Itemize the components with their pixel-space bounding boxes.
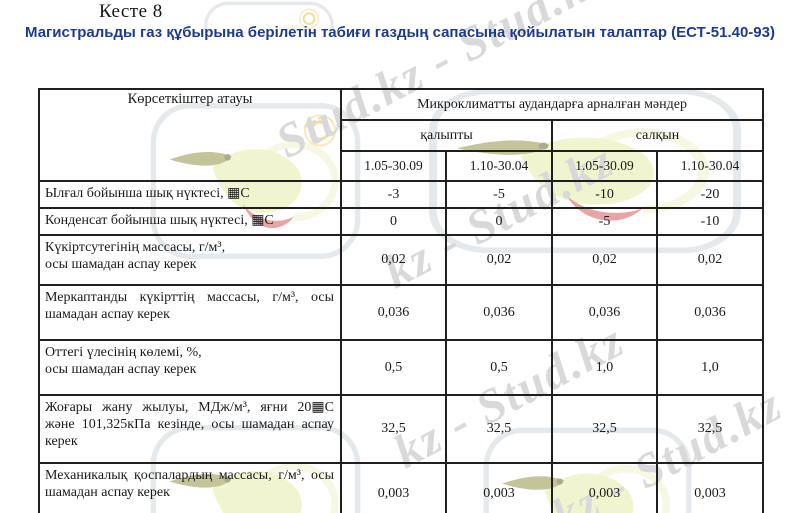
table-header-row: Көрсеткіштер атауы Микроклиматты ауданда… [38, 88, 765, 182]
indicator-name-cell: Меркаптанды күкірттің массасы, г/м³, осы… [38, 284, 342, 341]
period-header: 1.05-30.09 [551, 150, 658, 182]
value-cell: 1,0 [551, 339, 658, 396]
value-cell: -10 [655, 207, 765, 236]
value-cell: 32,5 [340, 394, 447, 464]
table-row: Оттегі үлесінің көлемі, %, осы шамадан а… [38, 339, 765, 396]
table-caption: Кесте 8 [99, 1, 163, 22]
document-title: Магистральды газ құбырына берілетін таби… [25, 24, 775, 41]
gas-quality-requirements-table: Көрсеткіштер атауы Микроклиматты ауданда… [38, 88, 765, 513]
value-cell: -5 [551, 207, 658, 236]
table-row: Күкіртсутегінің массасы, г/м³, осы шамад… [38, 234, 765, 286]
value-cell: 0,036 [445, 284, 553, 341]
value-cell: 0,5 [445, 339, 553, 396]
value-cell: -20 [655, 180, 765, 209]
indicator-name-cell: Конденсат бойынша шық нүктесі, ▦С [38, 207, 342, 236]
table-row: Ылғал бойынша шық нүктесі, ▦С -3 -5 -10 … [38, 180, 765, 209]
value-cell: -3 [340, 180, 447, 209]
value-cell: 0,003 [340, 462, 447, 513]
table-row: Меркаптанды күкірттің массасы, г/м³, осы… [38, 284, 765, 341]
value-cell: 0,02 [340, 234, 447, 286]
group-header: Микроклиматты аудандарға арналған мәндер [339, 88, 765, 121]
indicator-name-cell: Механикалық қоспалардың массасы, г/м³, о… [38, 462, 342, 513]
value-cell: -10 [551, 180, 658, 209]
value-cell: -5 [445, 180, 553, 209]
period-header: 1.10-30.04 [445, 150, 553, 182]
value-cell: 0,02 [445, 234, 553, 286]
value-cell: 0,003 [655, 462, 765, 513]
indicator-name-cell: Ылғал бойынша шық нүктесі, ▦С [38, 180, 342, 209]
value-cell: 0,003 [445, 462, 553, 513]
value-cell: 0 [340, 207, 447, 236]
value-cell: 0,5 [340, 339, 447, 396]
value-cell: 0,02 [655, 234, 765, 286]
value-cell: 0,036 [551, 284, 658, 341]
indicator-name-cell: Оттегі үлесінің көлемі, %, осы шамадан а… [38, 339, 342, 396]
value-cell: 1,0 [655, 339, 765, 396]
subgroup-header-normal: қалыпты [340, 119, 553, 152]
value-cell: 32,5 [655, 394, 765, 464]
table-row: Механикалық қоспалардың массасы, г/м³, о… [38, 462, 765, 513]
value-cell: 0,003 [551, 462, 658, 513]
value-cell: 0 [445, 207, 553, 236]
indicator-name-cell: Жоғары жану жылуы, МДж/м³, яғни 20▦С жән… [38, 394, 342, 464]
subgroup-header-cold: салқын [550, 119, 765, 152]
value-cell: 0,036 [655, 284, 765, 341]
table-row: Конденсат бойынша шық нүктесі, ▦С 0 0 -5… [38, 207, 765, 236]
period-header: 1.10-30.04 [655, 150, 765, 182]
value-cell: 0,02 [551, 234, 658, 286]
table-row: Жоғары жану жылуы, МДж/м³, яғни 20▦С жән… [38, 394, 765, 464]
indicator-name-cell: Күкіртсутегінің массасы, г/м³, осы шамад… [38, 234, 342, 286]
value-cell: 32,5 [551, 394, 658, 464]
period-header: 1.05-30.09 [340, 150, 447, 182]
value-cell: 32,5 [445, 394, 553, 464]
value-cell: 0,036 [340, 284, 447, 341]
indicator-column-header: Көрсеткіштер атауы [38, 88, 342, 182]
